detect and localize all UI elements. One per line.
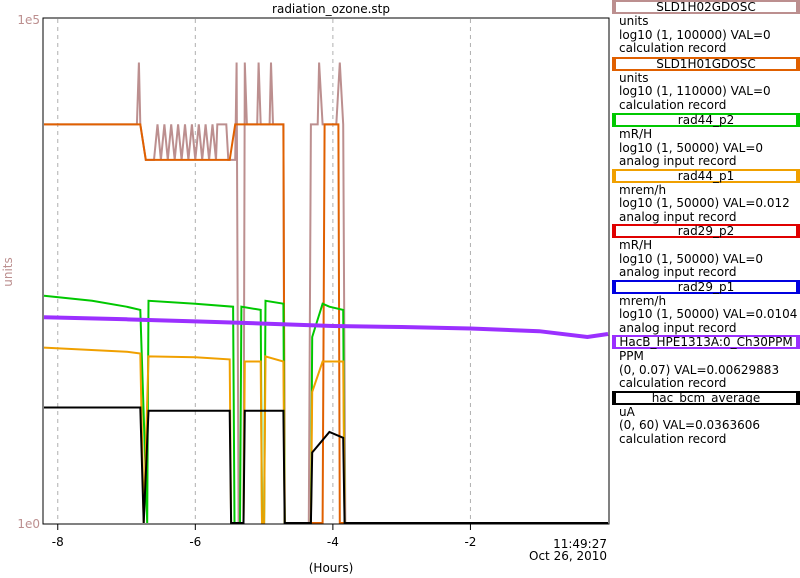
- legend-entry-unit: units: [619, 70, 649, 85]
- series-line-rad44-p1: [43, 346, 608, 524]
- legend-entry[interactable]: rad44_p2 mR/H log10 (1, 50000) VAL=0 analog…: [612, 113, 800, 169]
- y-top-label: 1e5: [17, 13, 40, 27]
- legend-entry-range: log10 (1, 100000) VAL=0: [619, 27, 771, 42]
- x-tick-label: -2: [464, 535, 476, 549]
- legend-entry-unit: mR/H: [619, 127, 653, 141]
- legend-entry[interactable]: rad29_p1 mrem/h log10 (1, 50000) VAL=0.010…: [612, 279, 800, 336]
- legend: SLD1H02GDOSC units log10 (1, 100000) VAL=0…: [612, 0, 800, 446]
- legend-entry-kind: analog input record: [619, 154, 737, 168]
- legend-entry-range: (0, 60) VAL=0.0363606: [619, 418, 760, 432]
- legend-entry-kind: calculation record: [619, 41, 727, 55]
- x-end-date: Oct 26, 2010: [529, 549, 607, 563]
- series-line-sld1h01gdosc: [44, 123, 608, 524]
- x-tick-label: -8: [52, 535, 64, 549]
- x-tick-label: -6: [189, 535, 201, 549]
- legend-entry-range: log10 (1, 50000) VAL=0.0104: [619, 307, 798, 321]
- legend-entry[interactable]: SLD1H01GDOSC units log10 (1, 110000) VAL=0…: [612, 56, 800, 113]
- legend-entry-unit: mR/H: [619, 238, 653, 252]
- legend-entry-range: (0, 0.07) VAL=0.00629883: [619, 362, 780, 377]
- series-line-sld1h02gdosc: [44, 62, 608, 524]
- y-bottom-label: 1e0: [17, 517, 40, 531]
- legend-entry-range: log10 (1, 110000) VAL=0: [619, 84, 771, 98]
- legend-entry-range: log10 (1, 50000) VAL=0: [619, 140, 764, 155]
- legend-entry-name[interactable]: rad29_p2: [612, 224, 800, 238]
- legend-entry-unit: mrem/h: [619, 182, 667, 197]
- legend-entry-unit: PPM: [619, 349, 644, 363]
- legend-entry-unit: units: [619, 14, 649, 28]
- chart-title: radiation_ozone.stp: [272, 2, 390, 16]
- legend-entry-kind: analog input record: [619, 320, 737, 335]
- legend-entry-range: log10 (1, 50000) VAL=0: [619, 251, 764, 266]
- legend-entry[interactable]: rad29_p2 mR/H log10 (1, 50000) VAL=0 analog…: [612, 224, 800, 280]
- plot-frame: [42, 17, 610, 525]
- legend-entry-kind: analog input record: [619, 265, 737, 279]
- x-end-time: 11:49:27: [553, 537, 607, 551]
- legend-entry[interactable]: rad44_p1 mrem/h log10 (1, 50000) VAL=0.012…: [612, 168, 800, 225]
- legend-entry[interactable]: HacB_HPE1313A:0_Ch30PPM PPM (0, 0.07) VAL=…: [612, 335, 800, 391]
- legend-entry-name[interactable]: SLD1H01GDOSC: [612, 56, 800, 71]
- legend-entry-unit: mrem/h: [619, 293, 667, 308]
- legend-entry[interactable]: SLD1H02GDOSC units log10 (1, 100000) VAL=0…: [612, 0, 800, 56]
- x-tick-label: -4: [327, 535, 339, 549]
- series-line-hacb-hpe1313a-0-ch30ppm: [43, 315, 609, 340]
- legend-entry-name[interactable]: SLD1H02GDOSC: [612, 0, 800, 14]
- grid-lines: [57, 19, 471, 523]
- legend-entry-kind: calculation record: [619, 97, 727, 112]
- legend-entry[interactable]: hac_bcm_average uA (0, 60) VAL=0.0363606 ca…: [612, 390, 800, 447]
- legend-entry-kind: calculation record: [619, 431, 727, 446]
- legend-entry-kind: calculation record: [619, 376, 727, 390]
- series-line-hac-bcm-average: [44, 406, 608, 524]
- y-axis-label: units: [1, 257, 15, 287]
- legend-entry-name[interactable]: rad29_p1: [612, 279, 800, 294]
- x-axis-label: (Hours): [309, 561, 354, 575]
- legend-entry-name[interactable]: hac_bcm_average: [612, 390, 800, 405]
- chart-area[interactable]: radiation_ozone.stp 1e5 1e0 units -8 -6 -4…: [0, 0, 612, 578]
- legend-entry-kind: analog input record: [619, 209, 737, 224]
- legend-entry-unit: uA: [619, 404, 635, 419]
- x-axis-ticks: -8 -6 -4 -2: [52, 524, 476, 549]
- series-layer: [43, 62, 609, 524]
- legend-entry-name[interactable]: rad44_p2: [612, 113, 800, 127]
- legend-entry-name[interactable]: rad44_p1: [612, 168, 800, 183]
- legend-entry-range: log10 (1, 50000) VAL=0.012: [619, 196, 790, 210]
- legend-entry-name[interactable]: HacB_HPE1313A:0_Ch30PPM: [612, 335, 800, 349]
